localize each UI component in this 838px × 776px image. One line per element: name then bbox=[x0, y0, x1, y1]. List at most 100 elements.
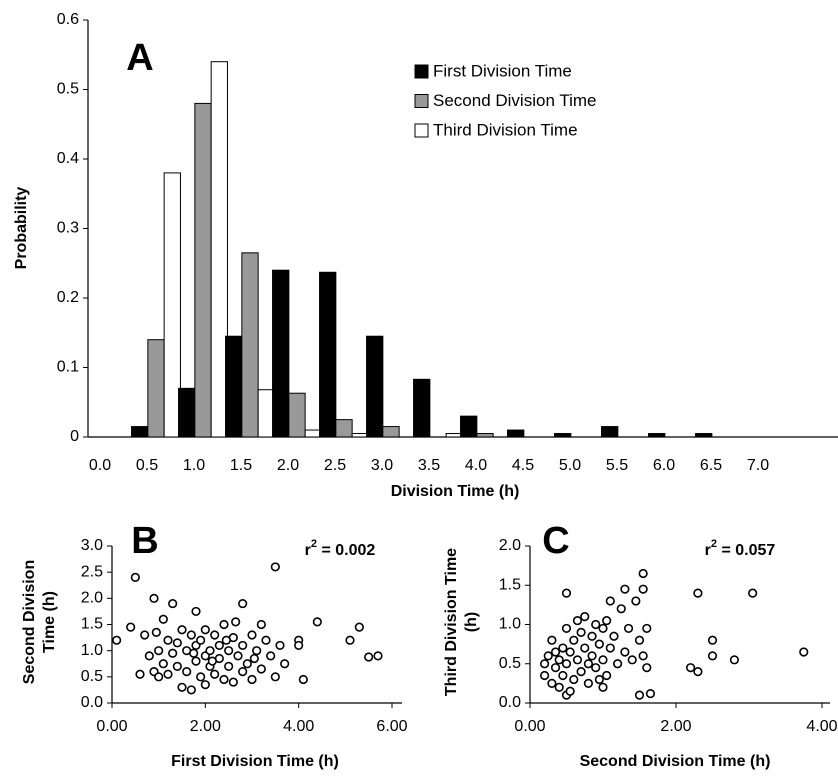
point bbox=[583, 659, 594, 669]
point bbox=[200, 625, 210, 635]
point bbox=[693, 666, 703, 677]
point bbox=[191, 656, 201, 666]
point bbox=[547, 678, 557, 688]
bar bbox=[225, 335, 243, 438]
x-tick-label: 4.5 bbox=[512, 457, 534, 474]
annotation: r2 = 0.057 bbox=[705, 538, 776, 559]
x-tick-label: 6.5 bbox=[700, 457, 722, 474]
x-tick-label: 5.5 bbox=[606, 457, 628, 474]
point bbox=[158, 614, 168, 624]
point bbox=[238, 666, 248, 677]
point bbox=[172, 661, 182, 671]
point bbox=[298, 674, 308, 685]
bar bbox=[210, 61, 228, 438]
annotation-text: r bbox=[305, 542, 311, 559]
point bbox=[634, 635, 645, 645]
point bbox=[247, 674, 257, 685]
y-tick-label: 2.0 bbox=[81, 590, 103, 607]
y-tick-label: 3.0 bbox=[81, 537, 103, 554]
point bbox=[210, 669, 220, 679]
point bbox=[591, 619, 601, 630]
bar bbox=[351, 433, 369, 438]
bar bbox=[476, 433, 494, 438]
point bbox=[631, 596, 641, 606]
point bbox=[256, 664, 266, 674]
x-axis-title: Division Time (h) bbox=[391, 483, 520, 500]
point bbox=[645, 688, 656, 699]
bar bbox=[648, 433, 666, 438]
point bbox=[135, 669, 145, 679]
bar bbox=[695, 433, 713, 438]
point bbox=[252, 646, 262, 656]
point bbox=[266, 651, 276, 661]
point bbox=[224, 646, 234, 656]
bar bbox=[445, 433, 463, 438]
point bbox=[748, 588, 758, 598]
point bbox=[233, 651, 243, 661]
point bbox=[219, 619, 229, 630]
annotation-superscript: 2 bbox=[311, 538, 317, 550]
point bbox=[707, 651, 718, 661]
x-tick-label: 0.00 bbox=[96, 718, 127, 735]
point bbox=[177, 682, 187, 692]
point bbox=[154, 672, 164, 682]
x-tick-label: 0.0 bbox=[89, 457, 111, 474]
point bbox=[186, 630, 196, 640]
point bbox=[189, 648, 199, 658]
y-tick-label: 1.5 bbox=[81, 616, 103, 633]
point bbox=[620, 647, 630, 657]
point bbox=[576, 666, 586, 677]
point bbox=[569, 674, 579, 685]
x-tick-label: 4.00 bbox=[806, 718, 837, 735]
point bbox=[580, 612, 590, 622]
point bbox=[602, 615, 612, 626]
point bbox=[270, 562, 280, 572]
point bbox=[565, 686, 575, 696]
point bbox=[207, 656, 217, 666]
point bbox=[565, 647, 575, 657]
point bbox=[210, 630, 220, 640]
point bbox=[224, 661, 234, 671]
point bbox=[547, 635, 557, 645]
point bbox=[373, 651, 383, 661]
point bbox=[228, 677, 238, 687]
y-tick-label: 0 bbox=[70, 428, 79, 445]
bar bbox=[147, 339, 165, 438]
point bbox=[294, 640, 304, 651]
bar bbox=[460, 415, 478, 438]
point bbox=[594, 639, 604, 649]
point bbox=[247, 630, 257, 640]
point bbox=[158, 659, 168, 669]
y-tick-label: 0.2 bbox=[57, 289, 79, 306]
x-tick-label: 1.5 bbox=[230, 457, 252, 474]
point bbox=[612, 659, 623, 669]
point bbox=[172, 638, 182, 648]
point bbox=[580, 643, 590, 653]
y-tick-label: 0.5 bbox=[81, 668, 103, 685]
legend-swatch bbox=[414, 123, 429, 138]
point bbox=[275, 640, 285, 651]
x-tick-label: 3.5 bbox=[418, 457, 440, 474]
point bbox=[638, 651, 648, 661]
y-tick-label: 0.4 bbox=[57, 150, 79, 167]
point bbox=[168, 648, 178, 658]
bar bbox=[507, 429, 525, 438]
point bbox=[609, 631, 619, 641]
point bbox=[627, 655, 637, 665]
bar bbox=[241, 252, 259, 438]
point bbox=[221, 635, 231, 645]
x-tick-label: 4.0 bbox=[465, 457, 487, 474]
y-tick-label: 0.1 bbox=[57, 359, 79, 376]
point bbox=[151, 627, 161, 637]
point bbox=[561, 623, 572, 634]
panel-label: C bbox=[542, 520, 569, 562]
point bbox=[163, 635, 173, 645]
y-tick-label: 0.5 bbox=[57, 81, 79, 98]
point bbox=[554, 655, 564, 665]
point bbox=[558, 643, 568, 653]
point bbox=[130, 572, 140, 583]
bar bbox=[131, 426, 149, 438]
point bbox=[561, 588, 572, 598]
point bbox=[200, 680, 210, 690]
point bbox=[598, 655, 608, 665]
